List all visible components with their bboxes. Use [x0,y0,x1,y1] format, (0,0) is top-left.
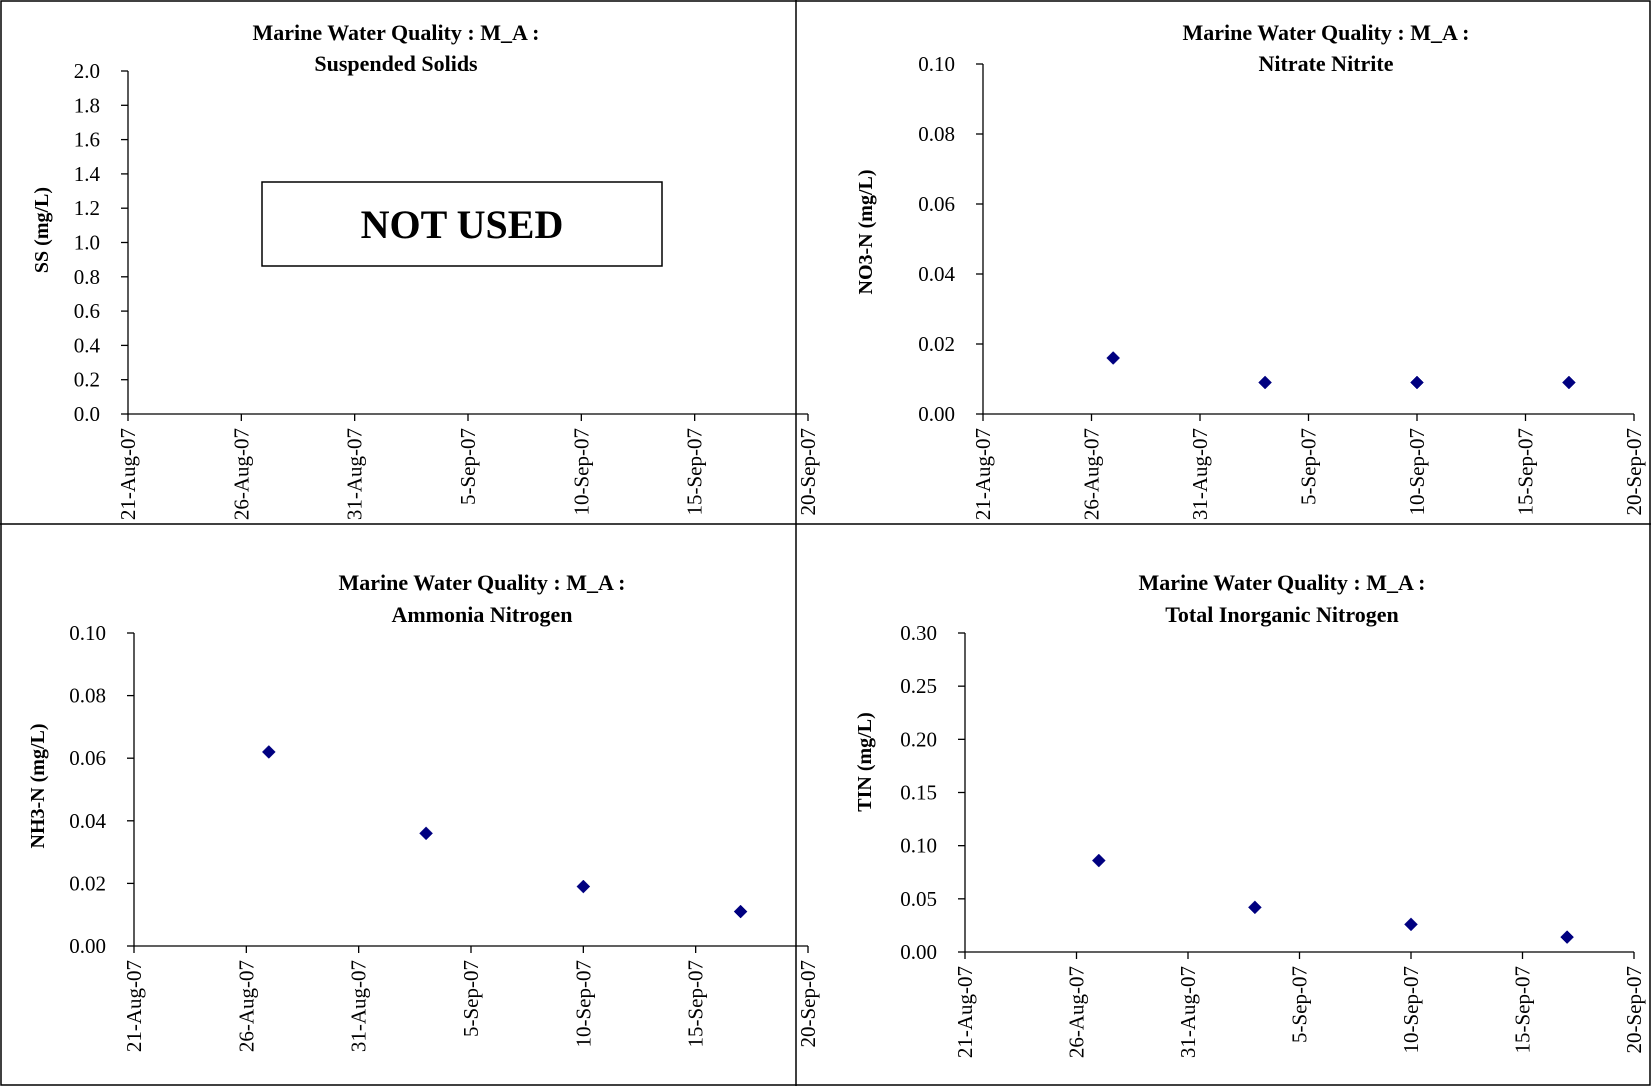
chart-title-line2: Suspended Solids [314,51,478,76]
y-tick-label: 0.04 [918,262,955,286]
data-point [1248,900,1262,915]
x-tick-label: 26-Aug-07 [229,428,253,520]
y-tick-label: 0.00 [918,402,955,426]
y-tick-label: 2.0 [74,59,100,83]
y-tick-label: 0.25 [900,674,937,698]
not-used-label: NOT USED [361,202,564,247]
data-point [1562,375,1576,390]
chart-title-line1: Marine Water Quality : M_A : [253,20,540,45]
not-used-box: NOT USED [261,181,663,267]
x-tick-label: 21-Aug-07 [953,966,977,1058]
data-point [1106,351,1121,365]
x-tick-label: 26-Aug-07 [1080,428,1104,520]
y-tick-label: 0.02 [69,871,106,895]
x-tick-label: 5-Sep-07 [1288,966,1312,1043]
chart-total-inorganic-nitrogen: Marine Water Quality : M_A : Total Inorg… [854,570,1646,1058]
x-tick-label: 15-Sep-07 [683,428,707,516]
y-tick-label: 0.10 [69,621,106,645]
x-tick-label: 20-Sep-07 [796,960,820,1048]
y-tick-label: 0.10 [900,834,937,858]
axes: 0.00 0.02 0.04 0.06 0.08 0.10 21-Aug-07 26-Aug-… [69,621,820,1052]
data-point [1258,375,1272,390]
data-point [733,904,748,919]
y-axis-label: NO3-N (mg/L) [855,170,877,295]
y-tick-label: 0.02 [918,332,955,356]
y-tick-label: 0.04 [69,809,106,833]
y-tick-label: 0.08 [918,122,955,146]
y-tick-label: 1.0 [74,231,100,255]
x-tick-label: 10-Sep-07 [1399,966,1423,1054]
y-tick-label: 1.8 [74,93,100,117]
x-tick-label: 10-Sep-07 [571,960,595,1048]
y-tick-label: 0.30 [900,621,937,645]
data-point [1404,917,1418,932]
x-tick-label: 15-Sep-07 [1514,428,1538,516]
x-tick-label: 15-Sep-07 [684,960,708,1048]
y-tick-label: 0.15 [900,781,937,805]
data-point [1410,375,1424,390]
x-tick-label: 5-Sep-07 [1297,428,1321,505]
data-point [1091,853,1106,868]
y-tick-label: 1.2 [74,196,100,220]
axes: 0.00 0.05 0.10 0.15 0.20 0.25 0.30 21-Aug-07 26-… [900,621,1646,1058]
x-tick-label: 31-Aug-07 [1176,966,1200,1058]
y-tick-label: 0.4 [74,333,101,357]
chart-suspended-solids: Marine Water Quality : M_A : Suspended S… [31,20,820,520]
chart-ammonia-nitrogen: Marine Water Quality : M_A : Ammonia Nit… [27,570,820,1052]
x-tick-label: 20-Sep-07 [1622,966,1646,1054]
data-point [261,745,276,759]
x-tick-label: 31-Aug-07 [343,428,367,520]
y-axis-label: TIN (mg/L) [854,712,876,811]
y-tick-label: 0.00 [900,940,937,964]
y-tick-label: 0.00 [69,934,106,958]
y-tick-label: 1.6 [74,128,100,152]
x-tick-label: 20-Sep-07 [1622,428,1646,516]
chart-title-line1: Marine Water Quality : M_A : [1139,570,1426,595]
y-tick-label: 0.06 [918,192,955,216]
x-tick-label: 31-Aug-07 [347,960,371,1052]
y-axis-label: NH3-N (mg/L) [27,724,49,849]
x-tick-label: 5-Sep-07 [456,428,480,505]
x-tick-label: 21-Aug-07 [971,428,995,520]
y-tick-label: 0.08 [69,684,106,708]
y-tick-label: 0.05 [900,887,937,911]
y-tick-label: 1.4 [74,162,101,186]
y-tick-label: 0.10 [918,52,955,76]
axes: 0.00 0.02 0.04 0.06 0.08 0.10 21-Aug-07 26-Aug-… [918,52,1646,520]
x-tick-label: 20-Sep-07 [796,428,820,516]
chart-title-line1: Marine Water Quality : M_A : [1183,20,1470,45]
axes: 0.0 0.2 0.4 0.6 0.8 1.0 1.2 1.4 1.6 1.8 2.0 21-Aug-… [74,59,820,520]
y-tick-label: 0.0 [74,402,100,426]
data-point [1560,930,1574,944]
data-point [419,826,433,841]
chart-title-line2: Ammonia Nitrogen [391,602,572,627]
x-tick-label: 10-Sep-07 [569,428,593,516]
x-tick-label: 10-Sep-07 [1405,428,1429,516]
chart-title-line1: Marine Water Quality : M_A : [339,570,626,595]
x-tick-label: 26-Aug-07 [1065,966,1089,1058]
y-tick-label: 0.2 [74,368,100,392]
x-tick-label: 31-Aug-07 [1188,428,1212,520]
data-point [576,879,591,894]
y-tick-label: 0.06 [69,746,106,770]
x-tick-label: 21-Aug-07 [116,428,140,520]
x-tick-label: 15-Sep-07 [1511,966,1535,1054]
not-used-frame [261,181,663,267]
y-tick-label: 0.6 [74,299,100,323]
x-tick-label: 21-Aug-07 [122,960,146,1052]
chart-title-line2: Total Inorganic Nitrogen [1165,602,1398,627]
x-tick-label: 26-Aug-07 [234,960,258,1052]
y-tick-label: 0.8 [74,265,100,289]
y-axis-label: SS (mg/L) [31,187,53,273]
y-tick-label: 0.20 [900,727,937,751]
chart-title-line2: Nitrate Nitrite [1259,51,1394,76]
chart-nitrate-nitrite: Marine Water Quality : M_A : Nitrate Nit… [855,20,1646,520]
x-tick-label: 5-Sep-07 [459,960,483,1037]
